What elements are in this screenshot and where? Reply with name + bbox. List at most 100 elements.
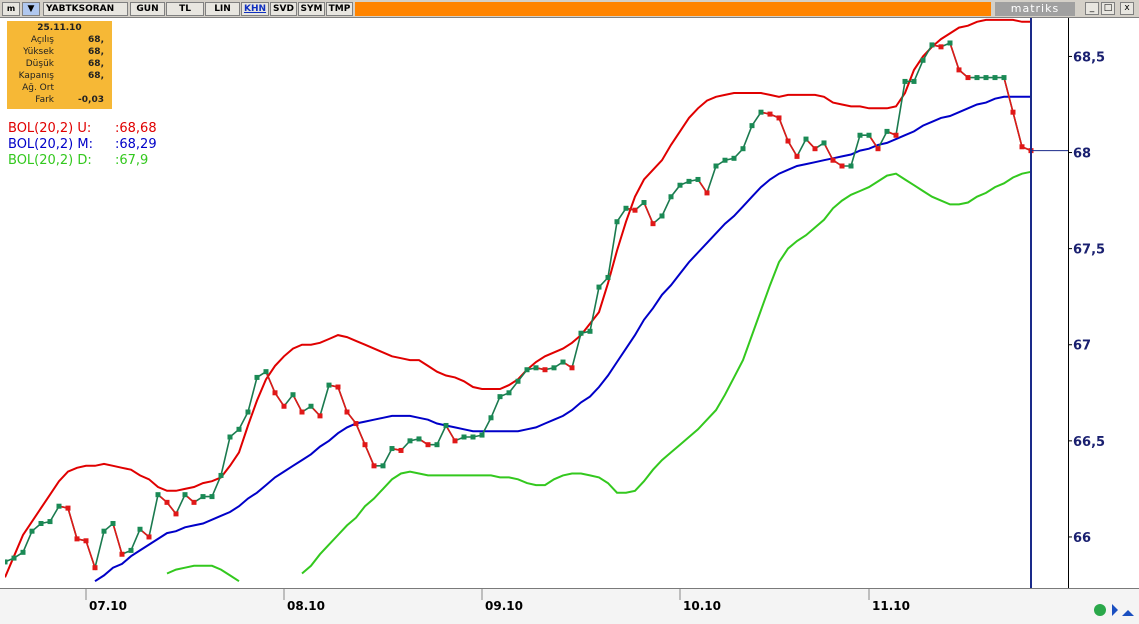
price-marker	[578, 330, 584, 336]
legend-value: :68,29	[115, 137, 157, 152]
plot-area	[5, 18, 1068, 588]
price-marker	[497, 394, 503, 400]
x-tick-label: 09.10	[485, 599, 523, 613]
price-marker	[263, 369, 269, 375]
price-marker	[407, 438, 413, 444]
y-tick-label: 68,5	[1073, 50, 1105, 65]
legend-name: BOL(20,2) D:	[8, 153, 92, 168]
price-marker	[956, 67, 962, 73]
price-marker	[542, 367, 548, 373]
price-marker	[434, 442, 440, 448]
price-marker	[128, 547, 134, 553]
price-marker	[569, 365, 575, 371]
price-marker	[173, 511, 179, 517]
info-label: Ağ. Ort	[22, 83, 54, 93]
toolbar-tab[interactable]: TL	[166, 2, 204, 16]
price-marker	[56, 503, 62, 509]
price-down-segment	[823, 142, 834, 161]
price-marker	[605, 274, 611, 280]
price-down-segment	[787, 140, 798, 157]
price-marker	[965, 75, 971, 81]
toolbar-tab[interactable]: TMP	[326, 2, 353, 16]
price-down-segment	[337, 386, 348, 413]
price-down-segment	[778, 117, 789, 142]
toolbar-tab[interactable]: KHN	[241, 2, 269, 16]
price-marker	[5, 559, 8, 565]
price-down-segment	[112, 523, 123, 555]
price-marker	[749, 123, 755, 129]
info-box: 25.11.10 Açılış 68, Yüksek 68, Düşük 68, Kapan…	[7, 21, 112, 109]
maximize-button[interactable]: □	[1101, 2, 1115, 15]
refresh-icon[interactable]	[1094, 604, 1106, 616]
chart-icon[interactable]: ▼	[22, 2, 40, 16]
info-row: Kapanış 68,	[7, 71, 112, 82]
toolbar-tab[interactable]: SYM	[298, 2, 325, 16]
price-marker	[641, 200, 647, 206]
info-label: Fark	[35, 95, 54, 105]
price-down-segment	[643, 202, 654, 224]
price-marker	[659, 213, 665, 219]
price-marker	[290, 392, 296, 398]
price-marker	[722, 157, 728, 163]
price-marker	[533, 365, 539, 371]
symbol-box[interactable]: YABTKSORAN	[43, 2, 128, 16]
minimize-button[interactable]: _	[1085, 2, 1099, 15]
price-marker	[821, 140, 827, 146]
price-marker	[866, 132, 872, 138]
price-marker	[317, 413, 323, 419]
info-label: Açılış	[30, 35, 54, 45]
price-marker	[461, 434, 467, 440]
price-marker	[623, 205, 629, 211]
axes: 66 66,5 67 67,5 68 68,5 07.10 08.10 09.10 10.10 11…	[85, 50, 1105, 613]
menu-icon[interactable]: m	[2, 2, 20, 16]
price-marker	[371, 463, 377, 469]
info-label: Yüksek	[23, 47, 54, 57]
price-down-segment	[292, 394, 303, 413]
price-marker	[74, 536, 80, 542]
price-marker	[380, 463, 386, 469]
price-marker	[884, 128, 890, 134]
price-marker	[146, 534, 152, 540]
price-marker	[560, 359, 566, 365]
toolbar-tab[interactable]: LIN	[205, 2, 240, 16]
price-marker	[155, 492, 161, 498]
price-marker	[668, 194, 674, 200]
price-marker	[983, 75, 989, 81]
legend-value: :67,9	[115, 153, 148, 168]
price-marker	[110, 520, 116, 526]
price-marker	[614, 219, 620, 225]
info-row: Ağ. Ort	[7, 83, 112, 94]
price-marker	[839, 163, 845, 169]
toolbar-tab[interactable]: SVD	[270, 2, 297, 16]
price-marker	[677, 182, 683, 188]
price-marker	[695, 176, 701, 182]
price-marker	[38, 520, 44, 526]
scroll-up-icon[interactable]	[1122, 610, 1134, 616]
price-marker	[209, 494, 215, 500]
price-down-segment	[445, 425, 456, 442]
price-marker	[632, 207, 638, 213]
price-marker	[974, 75, 980, 81]
price-marker	[848, 163, 854, 169]
price-marker	[245, 409, 251, 415]
close-button[interactable]: x	[1120, 2, 1134, 15]
price-down-segment	[67, 507, 78, 540]
price-marker	[281, 403, 287, 409]
price-marker	[389, 446, 395, 452]
price-marker	[686, 178, 692, 184]
toolbar-tab[interactable]: GUN	[130, 2, 165, 16]
price-marker	[218, 472, 224, 478]
price-marker	[713, 163, 719, 169]
price-marker	[47, 519, 53, 525]
price-marker	[236, 426, 242, 432]
scroll-right-icon[interactable]	[1112, 604, 1118, 616]
price-marker	[650, 221, 656, 227]
price-marker	[794, 153, 800, 159]
price-marker	[902, 78, 908, 84]
price-marker	[353, 421, 359, 427]
info-label: Kapanış	[18, 71, 54, 81]
price-marker	[929, 42, 935, 48]
price-marker	[101, 528, 107, 534]
price-down-segment	[1003, 77, 1014, 113]
